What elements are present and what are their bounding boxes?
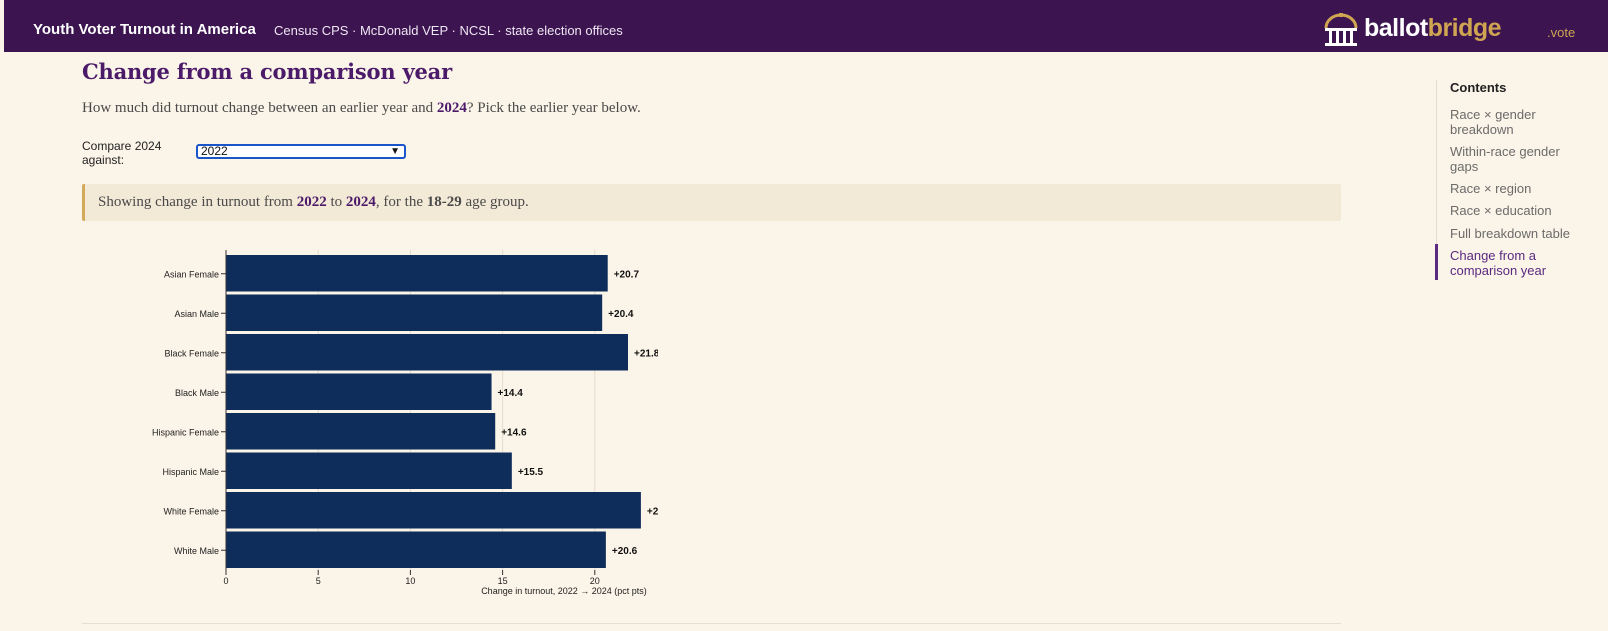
data-sources: Census CPS · McDonald VEP · NCSL · state… <box>274 23 623 38</box>
category-label: Black Male <box>175 388 219 398</box>
chart-bar <box>226 373 492 410</box>
chart-bar <box>226 452 512 489</box>
toc-rule <box>1436 80 1437 280</box>
data-label: +14.6 <box>501 427 527 438</box>
compare-year-select[interactable]: 2022 ▼ <box>196 144 406 159</box>
data-label: +20.7 <box>614 269 640 280</box>
x-axis-label: Change in turnout, 2022 → 2024 (pct pts) <box>481 586 647 596</box>
chart-bar <box>226 492 641 529</box>
data-label: +20.6 <box>612 546 638 557</box>
section-divider <box>82 623 1341 624</box>
chart-bar <box>226 294 603 331</box>
category-label: Asian Male <box>174 309 219 319</box>
compare-label: Compare 2024 against: <box>82 139 162 167</box>
toc-item-gender-gaps[interactable]: Within-race gender gaps <box>1450 144 1560 174</box>
x-tick-label: 15 <box>498 576 508 586</box>
toc-item-race-region[interactable]: Race × region <box>1450 181 1532 196</box>
x-tick-label: 5 <box>316 576 321 586</box>
category-label: Black Female <box>164 348 219 358</box>
toc-heading: Contents <box>1450 80 1507 95</box>
data-label: +20.4 <box>608 309 634 320</box>
data-label: +14.4 <box>498 388 524 399</box>
chart-bar <box>226 531 606 568</box>
x-tick-label: 0 <box>223 576 228 586</box>
summary-callout: Showing change in turnout from 2022 to 2… <box>82 184 1341 221</box>
toc-active-indicator <box>1435 244 1438 280</box>
toc-item-race-education[interactable]: Race × education <box>1450 203 1552 218</box>
category-label: White Female <box>163 506 219 516</box>
x-tick-label: 10 <box>405 576 415 586</box>
top-bar: Youth Voter Turnout in America Census CP… <box>4 0 1608 52</box>
category-label: Hispanic Female <box>152 427 219 437</box>
chart-bar <box>226 334 628 371</box>
section-heading: Change from a comparison year <box>82 59 452 84</box>
chart-bar <box>226 413 496 450</box>
brand-tld: .vote <box>1547 25 1576 40</box>
toc-item-comparison-year[interactable]: Change from a comparison year <box>1450 248 1547 278</box>
category-label: Asian Female <box>164 269 219 279</box>
site-title[interactable]: Youth Voter Turnout in America <box>33 21 256 38</box>
chart-bar <box>226 255 608 292</box>
category-label: Hispanic Male <box>162 467 219 477</box>
data-label: +21.8 <box>634 348 660 359</box>
x-tick-label: 20 <box>590 576 600 586</box>
toc-item-full-table[interactable]: Full breakdown table <box>1450 226 1570 241</box>
brand-wordmark: ballotbridge <box>1364 14 1502 42</box>
toc-item-race-gender[interactable]: Race × gender breakdown <box>1450 107 1536 137</box>
data-label: +22.5 <box>647 506 673 517</box>
ballot-box-icon <box>1324 13 1358 46</box>
chevron-down-icon: ▼ <box>390 146 400 157</box>
section-intro: How much did turnout change between an e… <box>82 100 641 116</box>
compare-year-value: 2022 <box>201 144 228 158</box>
category-label: White Male <box>174 546 219 556</box>
data-label: +15.5 <box>518 467 544 478</box>
